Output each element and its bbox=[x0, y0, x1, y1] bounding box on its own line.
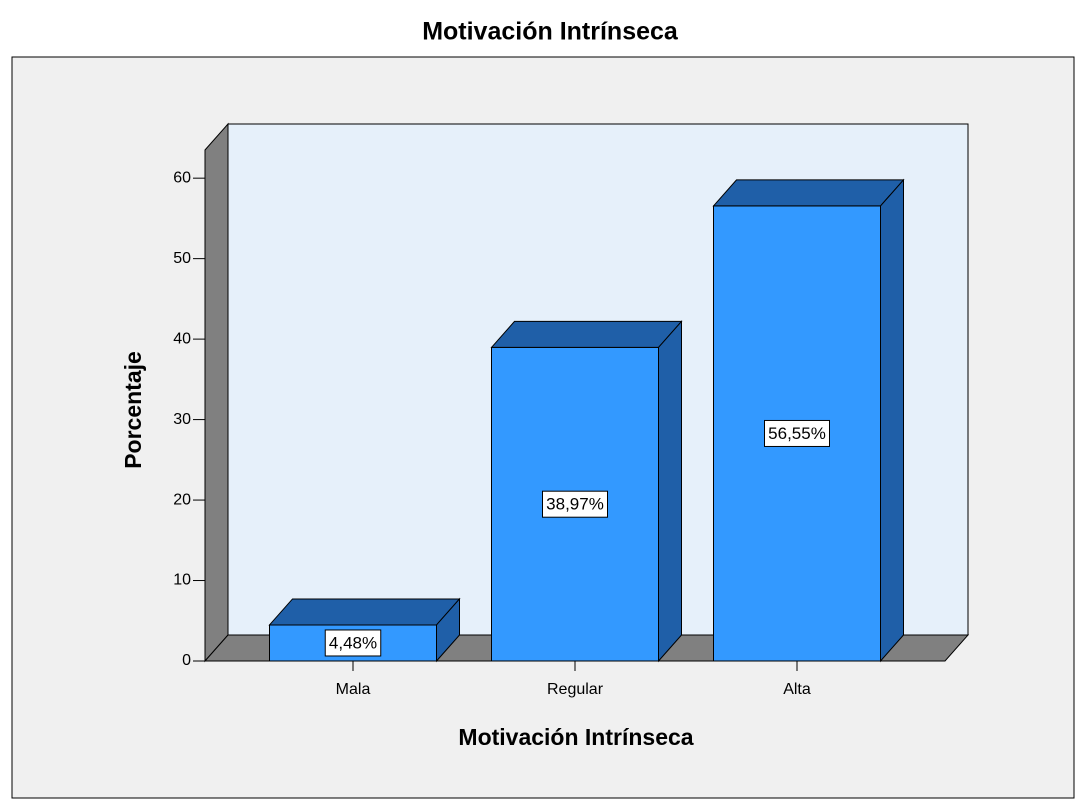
y-tick-label: 10 bbox=[173, 572, 191, 589]
bar-side bbox=[658, 320, 682, 663]
bar-side bbox=[436, 597, 460, 663]
y-tick-label: 30 bbox=[173, 411, 191, 428]
value-label: 4,48% bbox=[329, 633, 377, 652]
y-axis-label: Porcentaje bbox=[120, 351, 146, 469]
bar-top bbox=[268, 598, 461, 626]
value-label: 56,55% bbox=[768, 424, 826, 443]
y-tick-label: 0 bbox=[182, 652, 191, 669]
bar-top bbox=[490, 320, 683, 348]
bar-top bbox=[712, 179, 905, 207]
left-wall bbox=[204, 122, 229, 663]
value-label: 38,97% bbox=[546, 495, 604, 514]
x-tick-label: Mala bbox=[336, 681, 371, 698]
x-tick-label: Regular bbox=[547, 681, 604, 698]
value-label-box bbox=[542, 490, 608, 518]
y-tick-label: 40 bbox=[173, 330, 191, 347]
x-tick-label: Alta bbox=[783, 681, 811, 698]
chart-title: Motivación Intrínseca bbox=[422, 18, 679, 46]
y-tick-label: 20 bbox=[173, 491, 191, 508]
bar-side bbox=[880, 178, 904, 663]
x-axis-label: Motivación Intrínseca bbox=[458, 724, 693, 750]
value-label-box bbox=[324, 629, 382, 657]
value-label-box bbox=[764, 419, 830, 447]
y-tick-label: 60 bbox=[173, 169, 191, 186]
y-tick-label: 50 bbox=[173, 250, 191, 267]
